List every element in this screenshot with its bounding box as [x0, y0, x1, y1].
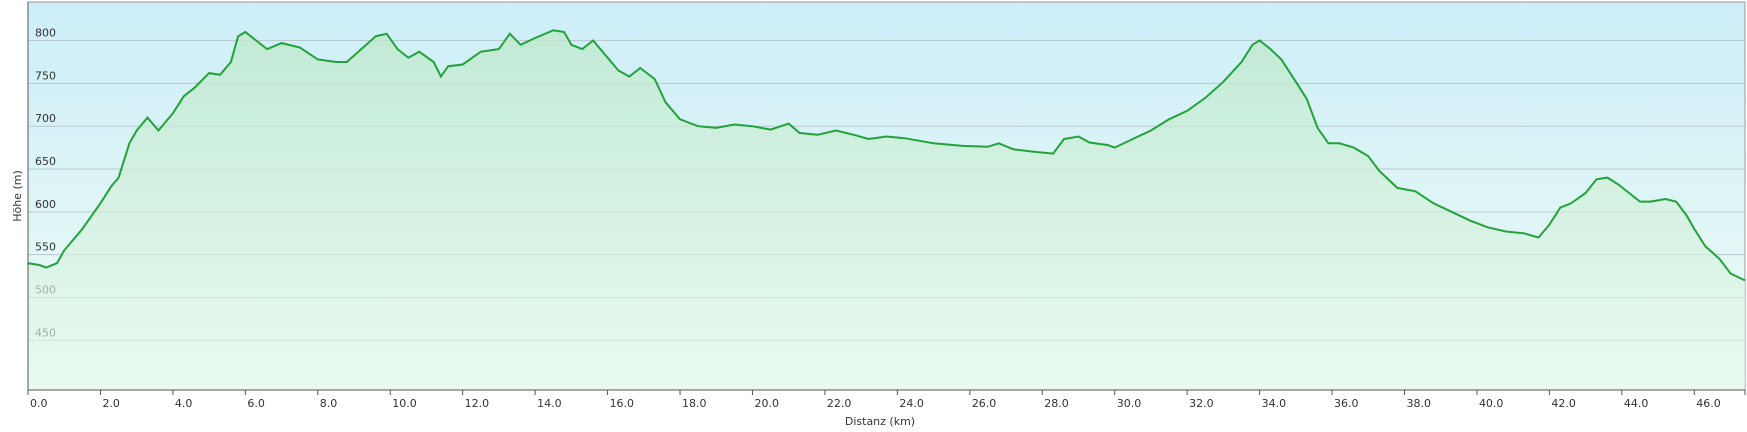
x-tick-label: 44.0: [1624, 397, 1649, 410]
x-tick-label: 34.0: [1262, 397, 1287, 410]
x-tick-label: 42.0: [1551, 397, 1576, 410]
elevation-line: [27, 29, 1746, 282]
x-tick-label: 26.0: [972, 397, 997, 410]
area-fill: [28, 30, 1745, 391]
x-tick-label: 14.0: [537, 397, 562, 410]
x-tick-label: 2.0: [102, 397, 120, 410]
x-tick-label: 22.0: [827, 397, 852, 410]
x-axis-title: Distanz (km): [845, 415, 915, 428]
x-tick-label: 8.0: [320, 397, 338, 410]
y-tick-label: 550: [35, 241, 56, 254]
x-tick-label: 20.0: [754, 397, 779, 410]
x-tick-label: 10.0: [392, 397, 417, 410]
x-tick-label: 46.0: [1696, 397, 1721, 410]
y-tick-label: 650: [35, 155, 56, 168]
x-tick-label: 24.0: [899, 397, 924, 410]
x-tick-label: 28.0: [1044, 397, 1069, 410]
y-tick-label: 700: [35, 112, 56, 125]
x-tick-label: 38.0: [1406, 397, 1431, 410]
x-tick-label: 6.0: [247, 397, 265, 410]
y-axis-title: Höhe (m): [11, 170, 24, 222]
y-tick-label: 750: [35, 69, 56, 82]
x-tick-label: 32.0: [1189, 397, 1214, 410]
x-tick-label: 30.0: [1117, 397, 1142, 410]
x-tick-label: 12.0: [465, 397, 490, 410]
x-tick-label: 16.0: [610, 397, 635, 410]
y-tick-label: 600: [35, 198, 56, 211]
x-tick-label: 18.0: [682, 397, 707, 410]
x-tick-label: 0.0: [30, 397, 48, 410]
x-tick-label: 36.0: [1334, 397, 1359, 410]
y-tick-label: 800: [35, 27, 56, 40]
x-tick-label: 40.0: [1479, 397, 1504, 410]
x-tick-label: 4.0: [175, 397, 193, 410]
